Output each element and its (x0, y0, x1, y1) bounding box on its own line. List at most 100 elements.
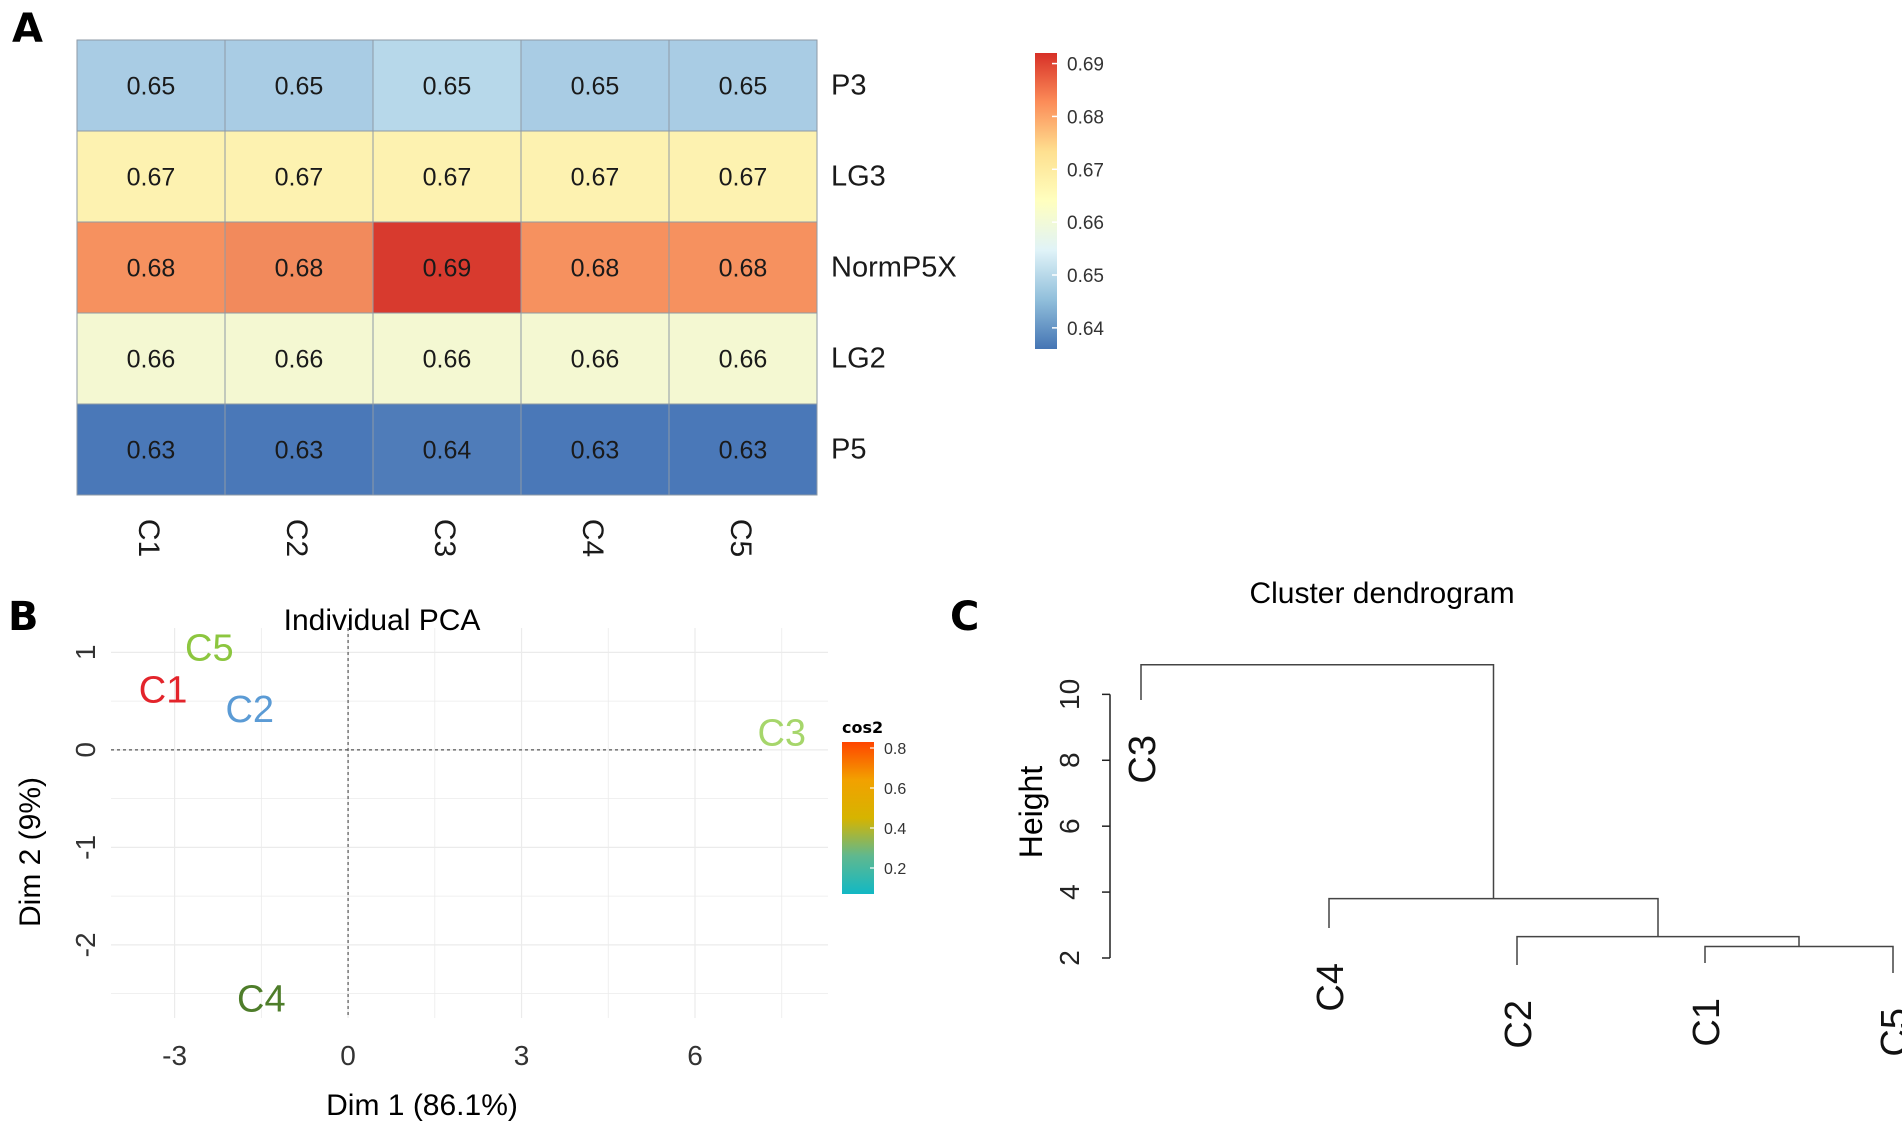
heatmap-cell (668, 312, 818, 405)
pca-point-label: C5 (185, 628, 234, 670)
heatmap-cell-value: 0.67 (719, 164, 768, 192)
heatmap-cell-value: 0.68 (275, 255, 324, 283)
heatmap-legend-colorbar (1035, 53, 1057, 349)
cos2-legend-tick-label: 0.2 (884, 861, 906, 878)
heatmap-legend-tick-label: 0.64 (1067, 319, 1104, 340)
dendrogram-branch (1516, 935, 1800, 965)
heatmap-column-label: C4 (576, 519, 609, 557)
cos2-legend-tick-label: 0.6 (884, 781, 906, 798)
heatmap-cell-value: 0.68 (571, 255, 620, 283)
heatmap-legend-tick-label: 0.67 (1067, 160, 1104, 181)
cos2-legend-tick-label: 0.8 (884, 741, 906, 758)
heatmap-cell-value: 0.67 (275, 164, 324, 192)
heatmap-cell-value: 0.63 (719, 437, 768, 465)
dendrogram-branch (1328, 897, 1659, 937)
dendrogram-leaf-label: C3 (1122, 735, 1164, 784)
cos2-legend: cos2 0.8 0.6 0.4 0.2 (842, 718, 906, 894)
heatmap-cell (372, 403, 522, 496)
heatmap-cell-value: 0.67 (571, 164, 620, 192)
pca-y-tick-label: -2 (70, 932, 101, 957)
heatmap-cell-value: 0.67 (127, 164, 176, 192)
heatmap-row-label: P5 (831, 434, 866, 466)
heatmap-cell (520, 312, 670, 405)
heatmap-cell-value: 0.66 (571, 346, 620, 374)
pca-x-tick-label: 6 (687, 1040, 703, 1071)
heatmap-cell (372, 130, 522, 223)
cos2-legend-tick-label: 0.4 (884, 821, 906, 838)
heatmap-row-label: LG3 (831, 161, 886, 193)
heatmap-legend-tick-label: 0.69 (1067, 55, 1104, 76)
pca-x-tick-label: 3 (514, 1040, 530, 1071)
pca-point-label: C4 (237, 979, 286, 1021)
heatmap-row-label: LG2 (831, 343, 886, 375)
heatmap-cell (224, 39, 374, 132)
heatmap-cell-value: 0.68 (127, 255, 176, 283)
dendrogram-branch (1704, 945, 1894, 973)
heatmap-cell (372, 39, 522, 132)
heatmap: 0.65 0.65 0.65 0.65 0.65 P3 0.67 0.67 0.67 0.67 0.… (76, 39, 957, 557)
heatmap-column-label: C2 (280, 519, 313, 557)
panel-label-c: C (950, 594, 979, 640)
heatmap-cell-value: 0.65 (275, 73, 324, 101)
dendrogram: Cluster dendrogram Height 10 8 6 4 2 C3 C4 C2 C1… (1013, 577, 1902, 1057)
dendrogram-leaf-label: C1 (1686, 998, 1728, 1047)
heatmap-cell (668, 39, 818, 132)
pca-x-tick-label: 0 (340, 1040, 356, 1071)
pca-title: Individual PCA (284, 604, 481, 637)
heatmap-legend-tick-label: 0.68 (1067, 107, 1104, 128)
heatmap-cell-value: 0.66 (275, 346, 324, 374)
heatmap-cell-value: 0.63 (275, 437, 324, 465)
dendrogram-y-tick-label: 10 (1054, 679, 1085, 710)
heatmap-column-label: C3 (428, 519, 461, 557)
panel-label-b: B (8, 594, 39, 640)
pca-y-tick-label: -1 (70, 835, 101, 860)
pca-x-tick-label: -3 (162, 1040, 187, 1071)
heatmap-cell (76, 312, 226, 405)
pca-point-label: C3 (757, 712, 806, 754)
heatmap-cell-value: 0.65 (127, 73, 176, 101)
pca-plot: Individual PCA Dim 1 (86.1%) Dim 2 (9%) … (14, 604, 828, 1122)
cos2-legend-colorbar (842, 742, 874, 894)
heatmap-cell-value: 0.66 (719, 346, 768, 374)
heatmap-row-label: NormP5X (831, 252, 957, 284)
heatmap-cell (224, 221, 374, 314)
heatmap-legend-tick-label: 0.65 (1067, 266, 1104, 287)
heatmap-cell (372, 221, 522, 314)
dendrogram-branch (1140, 663, 1495, 899)
heatmap-cell (224, 403, 374, 496)
heatmap-cell (224, 312, 374, 405)
dendrogram-title: Cluster dendrogram (1249, 577, 1514, 610)
heatmap-cell-value: 0.65 (571, 73, 620, 101)
heatmap-cell-value: 0.65 (719, 73, 768, 101)
dendrogram-leaf-label: C4 (1310, 963, 1352, 1012)
dendrogram-y-tick-label: 8 (1054, 752, 1085, 768)
heatmap-column-label: C5 (724, 519, 757, 557)
heatmap-row-label: P3 (831, 70, 866, 102)
heatmap-column-label: C1 (132, 519, 165, 557)
dendrogram-leaf-label: C5 (1874, 1008, 1902, 1057)
heatmap-cell (520, 39, 670, 132)
heatmap-cell-value: 0.64 (423, 437, 472, 465)
heatmap-cell (520, 221, 670, 314)
dendrogram-y-tick-label: 6 (1054, 818, 1085, 834)
dendrogram-y-tick-label: 2 (1054, 950, 1085, 966)
panel-label-a: A (12, 6, 43, 52)
heatmap-cell-value: 0.69 (423, 255, 472, 283)
heatmap-legend-tick-label: 0.66 (1067, 213, 1104, 234)
heatmap-cell (668, 221, 818, 314)
heatmap-cell-value: 0.66 (423, 346, 472, 374)
cos2-legend-title: cos2 (842, 718, 883, 737)
dendrogram-y-axis-label: Height (1013, 766, 1049, 859)
heatmap-cell-value: 0.68 (719, 255, 768, 283)
pca-y-tick-label: 1 (70, 645, 101, 661)
heatmap-cell (76, 403, 226, 496)
heatmap-cell (668, 130, 818, 223)
heatmap-cell (76, 39, 226, 132)
heatmap-cell-value: 0.65 (423, 73, 472, 101)
dendrogram-leaf-label: C2 (1498, 1000, 1540, 1049)
heatmap-cell-value: 0.67 (423, 164, 472, 192)
pca-y-tick-label: 0 (70, 742, 101, 758)
heatmap-cell-value: 0.66 (127, 346, 176, 374)
heatmap-cell (76, 130, 226, 223)
